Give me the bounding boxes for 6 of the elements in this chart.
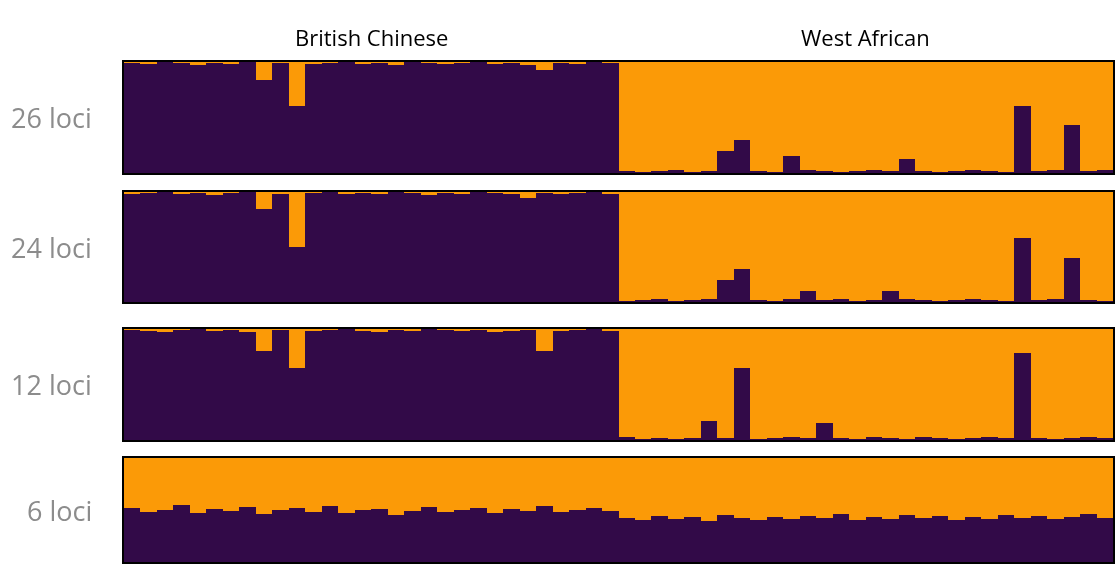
text: West African xyxy=(801,22,930,52)
text: British Chinese xyxy=(295,22,449,52)
y-axis-title: 6 loci xyxy=(27,492,93,529)
y-axis-title: 24 loci xyxy=(11,229,92,266)
y-axis-title: 26 loci xyxy=(11,99,92,136)
y-axis-title: 12 loci xyxy=(11,366,92,403)
